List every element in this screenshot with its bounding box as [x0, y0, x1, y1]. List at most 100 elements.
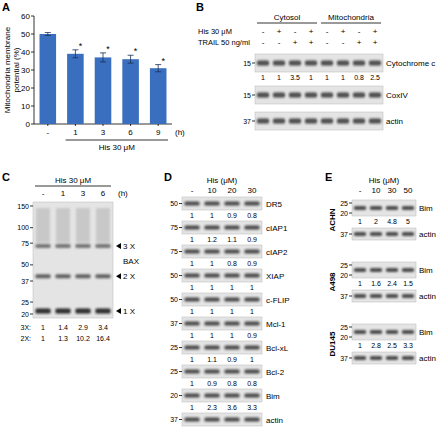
band — [273, 61, 285, 66]
band — [402, 294, 414, 298]
band — [244, 202, 259, 206]
group-line — [257, 23, 317, 24]
quant: 1 — [190, 236, 194, 243]
bar — [95, 57, 112, 124]
x-unit: (h) — [175, 128, 185, 137]
lane-sign: - — [326, 38, 329, 47]
mw-marker: 20 — [340, 334, 348, 341]
lane-label: 3 — [81, 189, 86, 198]
row-label: Bcl-xL — [266, 344, 289, 353]
row-label: Bcl-2 — [266, 368, 285, 377]
error-cap — [100, 61, 106, 62]
band — [204, 298, 219, 302]
error-cap — [45, 35, 51, 36]
quant: 1 — [341, 74, 345, 81]
y-axis-title-line: potential (%) — [12, 47, 21, 92]
quant: 1 — [210, 308, 214, 315]
figure: A0102030405060Mitochondria membranepoten… — [0, 0, 448, 442]
quant: 10.2 — [76, 335, 90, 342]
band — [353, 61, 365, 66]
x-tick — [103, 124, 104, 126]
mw-marker: 20 — [21, 311, 29, 318]
mw-tick — [349, 275, 352, 276]
band — [386, 206, 398, 210]
blot-membrane — [182, 293, 262, 306]
band — [244, 370, 259, 374]
quant: 5 — [406, 218, 410, 225]
error-cap — [155, 71, 161, 72]
band — [224, 226, 239, 230]
band — [75, 244, 90, 248]
quant: 1 — [190, 380, 194, 387]
band — [386, 294, 398, 298]
band — [369, 93, 381, 98]
band — [353, 93, 365, 98]
mw-marker: 25 — [170, 344, 178, 351]
band — [354, 294, 366, 298]
band — [289, 119, 301, 124]
group-header: Cytosol — [274, 13, 301, 22]
lane-sign: + — [373, 38, 378, 47]
y-tick — [31, 34, 34, 35]
quant: 0.8 — [227, 380, 237, 387]
quant: 1 — [190, 284, 194, 291]
bar — [67, 54, 84, 124]
mw-marker: 75 — [170, 248, 178, 255]
quant: 1.4 — [58, 324, 68, 331]
blot-membrane — [352, 352, 416, 364]
band — [204, 202, 219, 206]
mw-tick — [30, 227, 33, 228]
band — [204, 322, 219, 326]
mw-tick — [179, 395, 182, 396]
cell-line: ACHN — [328, 208, 337, 231]
blot — [352, 290, 416, 302]
band — [321, 61, 333, 66]
error-cap — [100, 52, 106, 53]
band — [305, 61, 317, 66]
header-line — [35, 186, 111, 187]
panel-letter: E — [325, 171, 332, 183]
quant: 1.5 — [403, 280, 413, 287]
quant: 1 — [190, 404, 194, 411]
row-label: XIAP — [266, 272, 284, 281]
band — [184, 250, 199, 254]
blot — [352, 228, 416, 240]
group-header: Mitochondria — [328, 13, 374, 22]
mw-tick — [349, 213, 352, 214]
band — [184, 418, 199, 422]
quant: 0.9 — [247, 260, 257, 267]
quant: 1 — [210, 284, 214, 291]
quant: 2.9 — [78, 324, 88, 331]
treatment: His 30 μM — [99, 143, 136, 152]
blot — [255, 112, 383, 130]
band — [370, 356, 382, 360]
blot-membrane — [182, 245, 262, 258]
band-label: 1 X — [123, 307, 136, 316]
group-line — [321, 23, 381, 24]
error-cap — [72, 57, 78, 58]
quant: 3.3 — [403, 342, 413, 349]
band — [224, 394, 239, 398]
band — [370, 268, 382, 272]
quant: 1 — [358, 342, 362, 349]
band — [204, 418, 219, 422]
band — [244, 394, 259, 398]
lane-sign: - — [326, 27, 329, 36]
lane-label: - — [42, 189, 45, 198]
band — [289, 61, 301, 66]
treatment-line — [66, 140, 168, 141]
band — [244, 274, 259, 278]
lane-sign: + — [293, 38, 298, 47]
quant: 0.9 — [227, 212, 237, 219]
mw-marker: 75 — [170, 224, 178, 231]
mw-tick — [179, 227, 182, 228]
mw-marker: 37 — [21, 278, 29, 285]
band — [386, 330, 398, 334]
band — [204, 250, 219, 254]
lane-label: 50 — [404, 186, 413, 195]
panel-letter: D — [164, 171, 172, 183]
blot — [255, 86, 383, 104]
quant: 1 — [250, 308, 254, 315]
band — [402, 268, 414, 272]
bar — [40, 34, 57, 124]
